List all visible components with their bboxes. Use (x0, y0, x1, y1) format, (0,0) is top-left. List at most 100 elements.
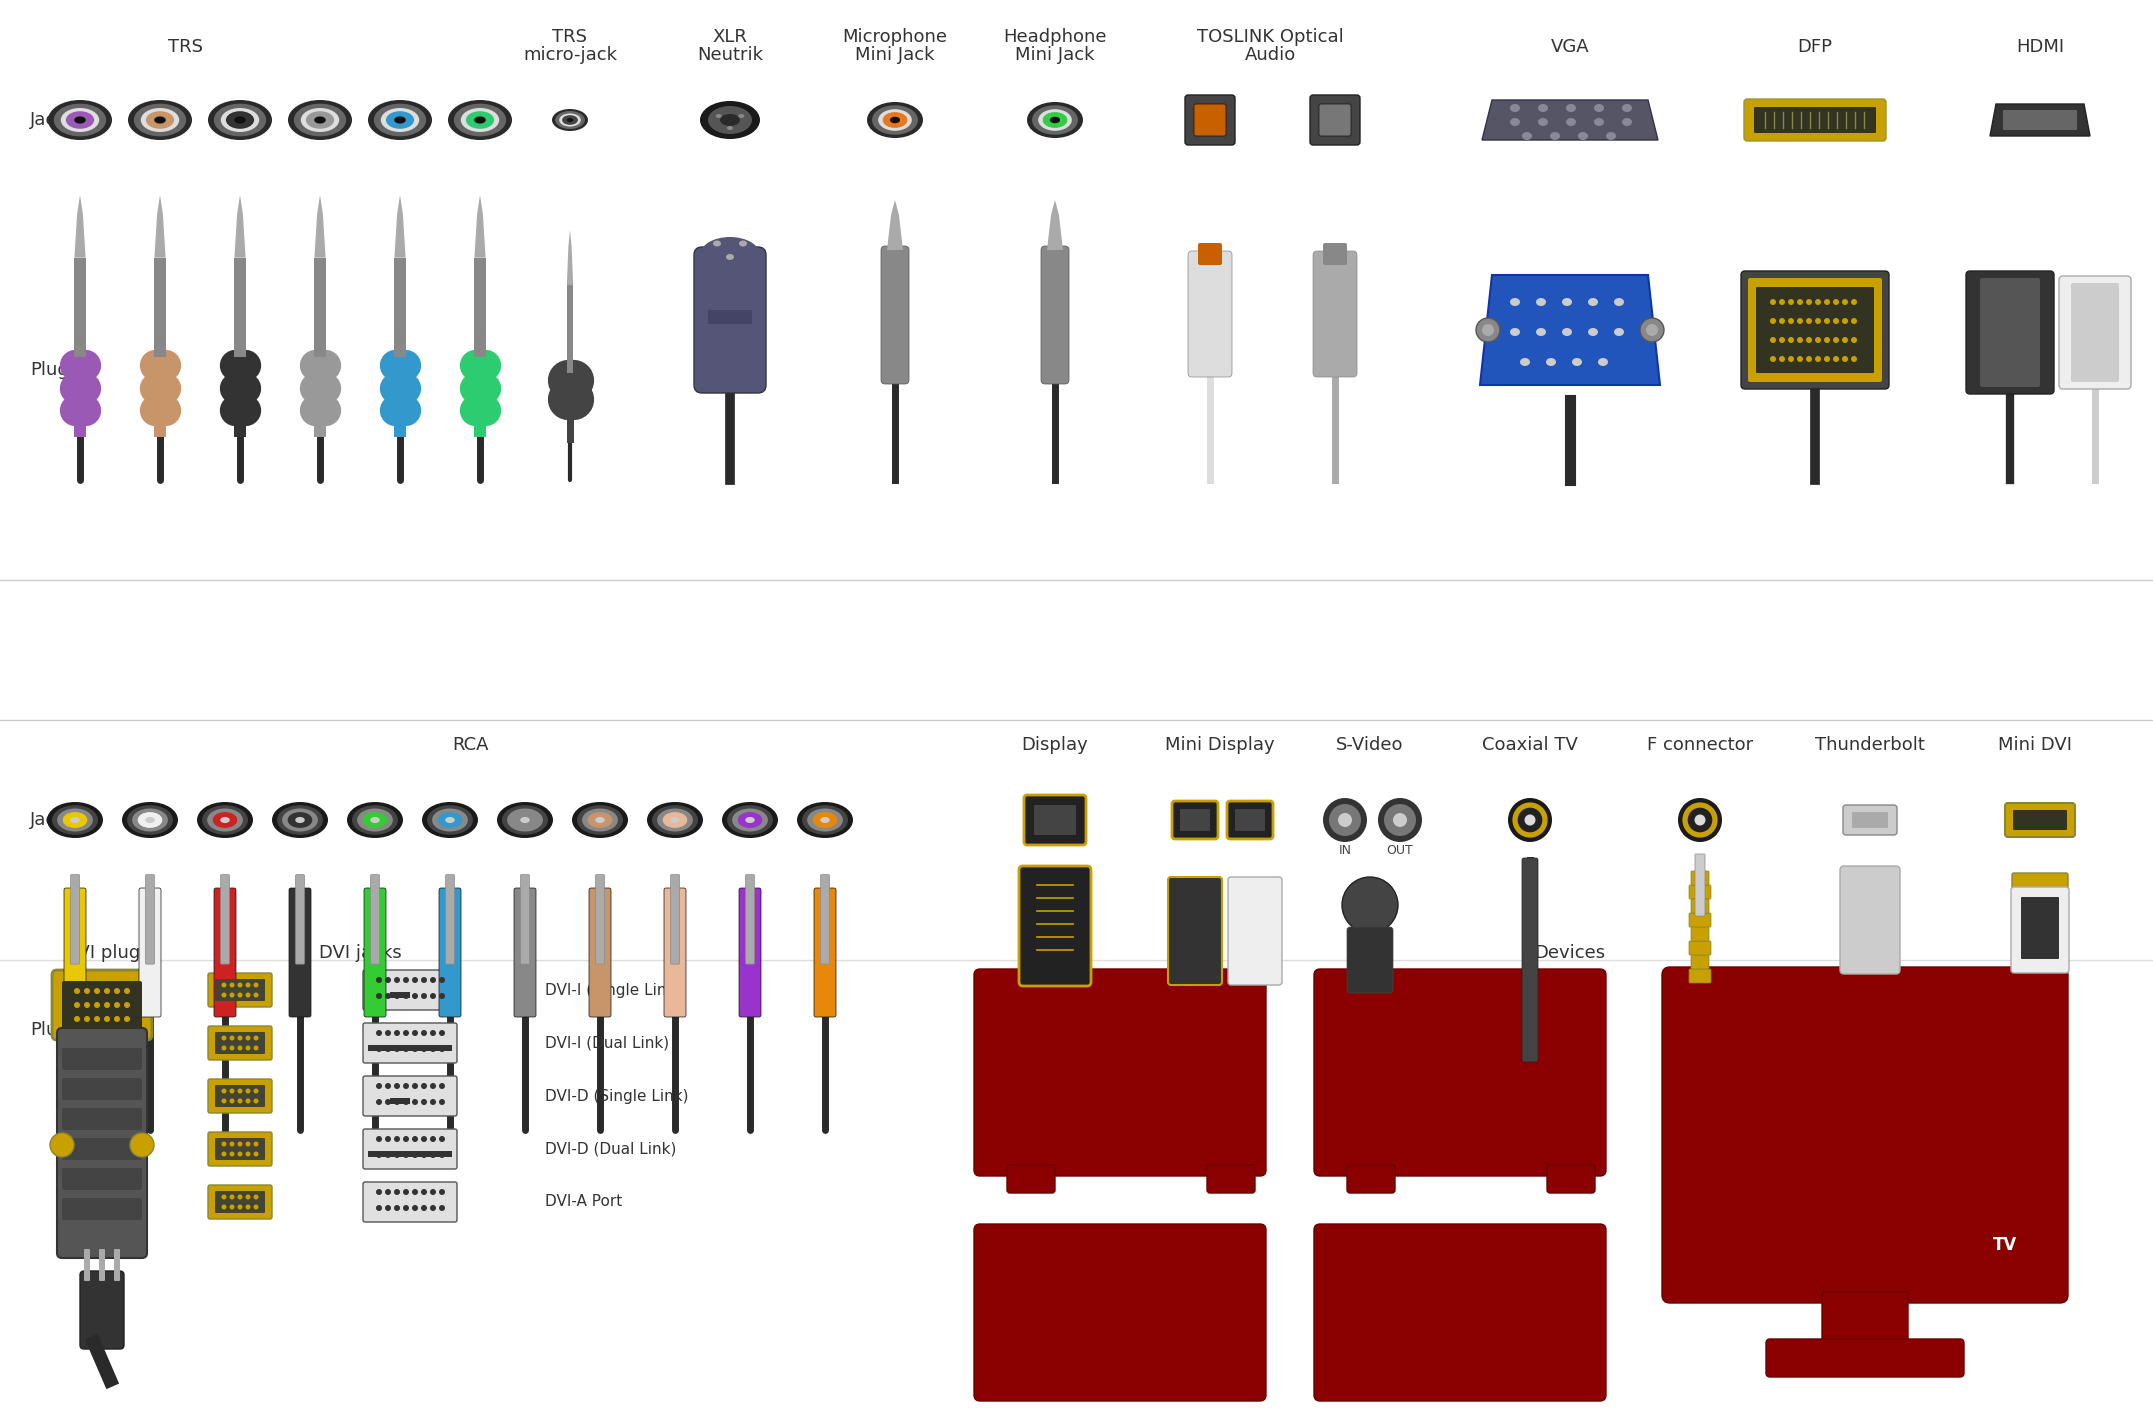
Ellipse shape (745, 817, 756, 824)
Text: DVI-I (Dual Link): DVI-I (Dual Link) (545, 1036, 670, 1050)
Polygon shape (566, 229, 573, 285)
Ellipse shape (230, 1046, 235, 1050)
FancyBboxPatch shape (2022, 896, 2058, 959)
FancyBboxPatch shape (1018, 866, 1092, 986)
Ellipse shape (377, 978, 381, 983)
Ellipse shape (1621, 104, 1632, 113)
Ellipse shape (1378, 798, 1421, 842)
Ellipse shape (560, 114, 581, 127)
Ellipse shape (1535, 298, 1546, 306)
Text: Mini DVI: Mini DVI (1998, 735, 2071, 754)
FancyBboxPatch shape (1348, 1166, 1395, 1193)
Ellipse shape (245, 1036, 250, 1040)
Ellipse shape (237, 982, 243, 988)
Ellipse shape (1561, 298, 1572, 306)
Ellipse shape (368, 100, 433, 140)
Polygon shape (1479, 275, 1660, 385)
Ellipse shape (700, 237, 760, 274)
Ellipse shape (431, 978, 437, 983)
Ellipse shape (50, 1133, 73, 1157)
Text: Microphone: Microphone (842, 28, 947, 46)
FancyBboxPatch shape (1690, 955, 1709, 969)
Ellipse shape (878, 110, 913, 131)
Ellipse shape (237, 1151, 243, 1157)
Ellipse shape (1694, 815, 1705, 825)
Ellipse shape (738, 114, 745, 118)
Ellipse shape (1027, 103, 1083, 138)
Text: micro-jack: micro-jack (523, 46, 618, 64)
Polygon shape (1481, 100, 1658, 140)
Ellipse shape (426, 805, 474, 835)
Ellipse shape (245, 1046, 250, 1050)
Ellipse shape (127, 805, 172, 835)
Ellipse shape (245, 1151, 250, 1157)
FancyBboxPatch shape (1742, 271, 1888, 389)
Ellipse shape (289, 812, 312, 828)
FancyBboxPatch shape (1313, 251, 1356, 378)
Ellipse shape (807, 808, 844, 832)
Ellipse shape (1511, 802, 1548, 838)
Ellipse shape (439, 1188, 446, 1196)
Ellipse shape (1615, 328, 1623, 336)
Ellipse shape (1832, 299, 1839, 305)
FancyBboxPatch shape (1313, 1224, 1606, 1401)
FancyBboxPatch shape (1320, 104, 1350, 135)
FancyBboxPatch shape (2013, 809, 2067, 829)
Bar (314, 258, 325, 358)
Ellipse shape (207, 808, 243, 832)
Ellipse shape (797, 802, 853, 838)
Ellipse shape (1824, 356, 1830, 362)
FancyBboxPatch shape (80, 1271, 125, 1349)
Ellipse shape (1770, 299, 1776, 305)
Text: VGA: VGA (1550, 38, 1589, 56)
FancyBboxPatch shape (62, 1109, 142, 1130)
FancyBboxPatch shape (1662, 968, 2069, 1302)
Text: Devices: Devices (1535, 943, 1606, 962)
Ellipse shape (1824, 318, 1830, 323)
Ellipse shape (1824, 299, 1830, 305)
Ellipse shape (1815, 356, 1821, 362)
Ellipse shape (713, 241, 721, 247)
Ellipse shape (411, 993, 418, 999)
Ellipse shape (377, 1083, 381, 1089)
FancyBboxPatch shape (1688, 913, 1712, 928)
Ellipse shape (230, 1099, 235, 1103)
FancyBboxPatch shape (446, 875, 454, 965)
Ellipse shape (114, 1016, 121, 1022)
Ellipse shape (377, 993, 381, 999)
Ellipse shape (245, 1099, 250, 1103)
FancyBboxPatch shape (52, 970, 153, 1040)
Ellipse shape (1481, 323, 1494, 336)
Text: Mini Display: Mini Display (1165, 735, 1275, 754)
Bar (75, 258, 86, 358)
Ellipse shape (403, 1030, 409, 1036)
FancyBboxPatch shape (215, 1139, 265, 1160)
Ellipse shape (1806, 336, 1813, 343)
Ellipse shape (394, 117, 405, 124)
Ellipse shape (84, 1016, 90, 1022)
Ellipse shape (403, 1151, 409, 1159)
Ellipse shape (84, 988, 90, 995)
FancyBboxPatch shape (1042, 247, 1070, 383)
Ellipse shape (1852, 299, 1858, 305)
Ellipse shape (1806, 356, 1813, 362)
Ellipse shape (362, 812, 388, 828)
Ellipse shape (73, 1016, 80, 1022)
Ellipse shape (230, 1204, 235, 1210)
Ellipse shape (394, 1046, 400, 1052)
Ellipse shape (1537, 118, 1548, 125)
Ellipse shape (237, 1036, 243, 1040)
Ellipse shape (129, 1133, 155, 1157)
FancyBboxPatch shape (114, 1248, 121, 1281)
Ellipse shape (1042, 113, 1068, 128)
Ellipse shape (58, 808, 93, 832)
Ellipse shape (222, 1036, 226, 1040)
Text: Jacks: Jacks (30, 111, 75, 130)
Ellipse shape (403, 978, 409, 983)
FancyBboxPatch shape (2058, 276, 2131, 389)
Ellipse shape (278, 805, 323, 835)
Ellipse shape (1843, 318, 1847, 323)
Ellipse shape (411, 1030, 418, 1036)
Ellipse shape (431, 1151, 437, 1159)
FancyBboxPatch shape (1755, 107, 1875, 133)
